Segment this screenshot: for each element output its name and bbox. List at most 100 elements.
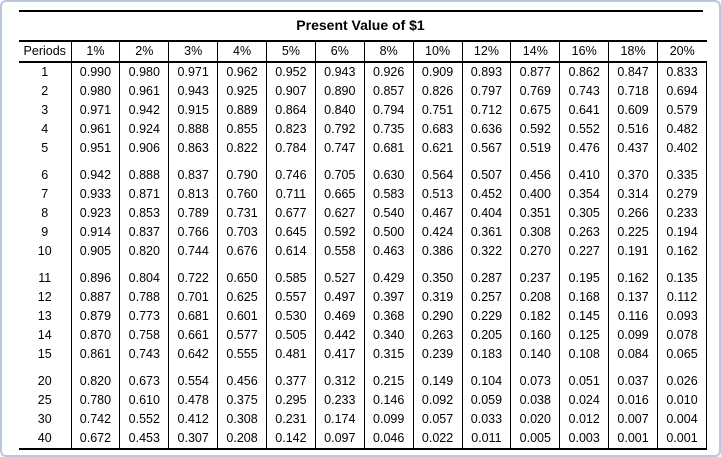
value-cell: 0.011 <box>461 429 511 450</box>
value-cell: 0.554 <box>168 372 218 391</box>
value-cell: 0.951 <box>70 139 120 158</box>
spacer-row <box>19 158 707 166</box>
period-cell: 3 <box>41 103 49 117</box>
value-cell: 0.319 <box>412 288 462 307</box>
value-cell: 0.368 <box>363 307 414 326</box>
value-cell: 0.743 <box>559 82 609 101</box>
value-cell: 0.773 <box>119 307 169 326</box>
value-cell: 0.833 <box>657 62 707 82</box>
value-cell: 0.924 <box>119 120 169 139</box>
value-cell: 0.579 <box>657 101 707 120</box>
value-cell: 0.016 <box>608 391 658 410</box>
value-cell: 0.923 <box>70 204 120 223</box>
period-cell: 5 <box>41 141 49 155</box>
value-cell: 0.952 <box>266 62 316 82</box>
value-cell: 0.552 <box>119 410 169 429</box>
value-cell: 0.007 <box>608 410 658 429</box>
value-cell: 0.012 <box>559 410 609 429</box>
value-cell: 0.862 <box>559 62 609 82</box>
present-value-table: Periods 1% 2% 3% 4% 5% 6% 8% 10% 12% 14% 16% 18% 20% … <box>19 40 707 450</box>
value-cell: 0.592 <box>510 120 560 139</box>
value-cell: 0.672 <box>70 429 120 450</box>
value-cell: 0.290 <box>412 307 462 326</box>
period-cell: 30 <box>37 412 52 426</box>
value-cell: 0.182 <box>510 307 560 326</box>
value-cell: 0.853 <box>119 204 169 223</box>
value-cell: 0.961 <box>119 82 169 101</box>
value-cell: 0.585 <box>266 269 316 288</box>
value-cell: 0.227 <box>559 242 609 261</box>
value-cell: 0.683 <box>412 120 462 139</box>
table-header: Periods 1% 2% 3% 4% 5% 6% 8% 10% 12% 14% 16% 18% 20% <box>19 40 707 63</box>
value-cell: 0.229 <box>461 307 511 326</box>
value-cell: 0.610 <box>119 391 169 410</box>
period-cell: 7 <box>41 187 49 201</box>
value-cell: 0.564 <box>412 166 462 185</box>
value-cell: 0.609 <box>608 101 658 120</box>
value-cell: 0.677 <box>266 204 316 223</box>
value-cell: 0.057 <box>412 410 462 429</box>
value-cell: 0.712 <box>461 101 511 120</box>
value-cell: 0.703 <box>217 223 267 242</box>
value-cell: 0.208 <box>217 429 267 450</box>
value-cell: 0.145 <box>559 307 609 326</box>
table-body: 1 0.990 0.980 0.971 0.962 0.952 0.943 0.926 0.90… <box>19 62 707 450</box>
value-cell: 0.888 <box>168 120 218 139</box>
value-cell: 0.270 <box>510 242 560 261</box>
value-cell: 0.645 <box>266 223 316 242</box>
value-cell: 0.888 <box>119 166 169 185</box>
value-cell: 0.820 <box>70 372 120 391</box>
value-cell: 0.909 <box>412 62 462 82</box>
spacer-cell <box>510 364 560 372</box>
value-cell: 0.601 <box>217 307 267 326</box>
value-cell: 0.813 <box>168 185 218 204</box>
value-cell: 0.112 <box>657 288 707 307</box>
value-cell: 0.681 <box>363 139 414 158</box>
value-cell: 0.208 <box>510 288 560 307</box>
data-row: 7 0.933 0.871 0.813 0.760 0.711 0.665 0.583 0.51… <box>19 185 707 204</box>
value-cell: 0.377 <box>266 372 316 391</box>
value-cell: 0.482 <box>657 120 707 139</box>
spacer-cell <box>461 158 511 166</box>
value-cell: 0.780 <box>70 391 120 410</box>
value-cell: 0.195 <box>559 269 609 288</box>
value-cell: 0.758 <box>119 326 169 345</box>
value-cell: 0.641 <box>559 101 609 120</box>
value-cell: 0.456 <box>217 372 267 391</box>
period-cell: 15 <box>37 347 52 361</box>
spacer-cell <box>559 261 609 269</box>
value-cell: 0.456 <box>510 166 560 185</box>
value-cell: 0.906 <box>119 139 169 158</box>
value-cell: 0.500 <box>363 223 414 242</box>
value-cell: 0.205 <box>461 326 511 345</box>
value-cell: 0.375 <box>217 391 267 410</box>
data-row: 12 0.887 0.788 0.701 0.625 0.557 0.497 0.397 0.3… <box>19 288 707 307</box>
value-cell: 0.567 <box>461 139 511 158</box>
value-cell: 0.784 <box>266 139 316 158</box>
value-cell: 0.146 <box>363 391 414 410</box>
spacer-cell <box>266 364 316 372</box>
value-cell: 0.024 <box>559 391 609 410</box>
value-cell: 0.513 <box>412 185 462 204</box>
value-cell: 0.789 <box>168 204 218 223</box>
value-cell: 0.743 <box>119 345 169 364</box>
spacer-cell <box>314 261 365 269</box>
value-cell: 0.705 <box>314 166 365 185</box>
period-cell: 12 <box>37 290 52 304</box>
value-cell: 0.404 <box>461 204 511 223</box>
value-cell: 0.037 <box>608 372 658 391</box>
value-cell: 0.592 <box>314 223 365 242</box>
value-cell: 0.370 <box>608 166 658 185</box>
value-cell: 0.140 <box>510 345 560 364</box>
value-cell: 0.097 <box>314 429 365 450</box>
value-cell: 0.116 <box>608 307 658 326</box>
value-cell: 0.650 <box>217 269 267 288</box>
period-cell: 1 <box>41 65 49 79</box>
value-cell: 0.092 <box>412 391 462 410</box>
value-cell: 0.747 <box>314 139 365 158</box>
value-cell: 0.766 <box>168 223 218 242</box>
value-cell: 0.397 <box>363 288 414 307</box>
period-cell: 4 <box>41 122 49 136</box>
value-cell: 0.314 <box>608 185 658 204</box>
value-cell: 0.661 <box>168 326 218 345</box>
